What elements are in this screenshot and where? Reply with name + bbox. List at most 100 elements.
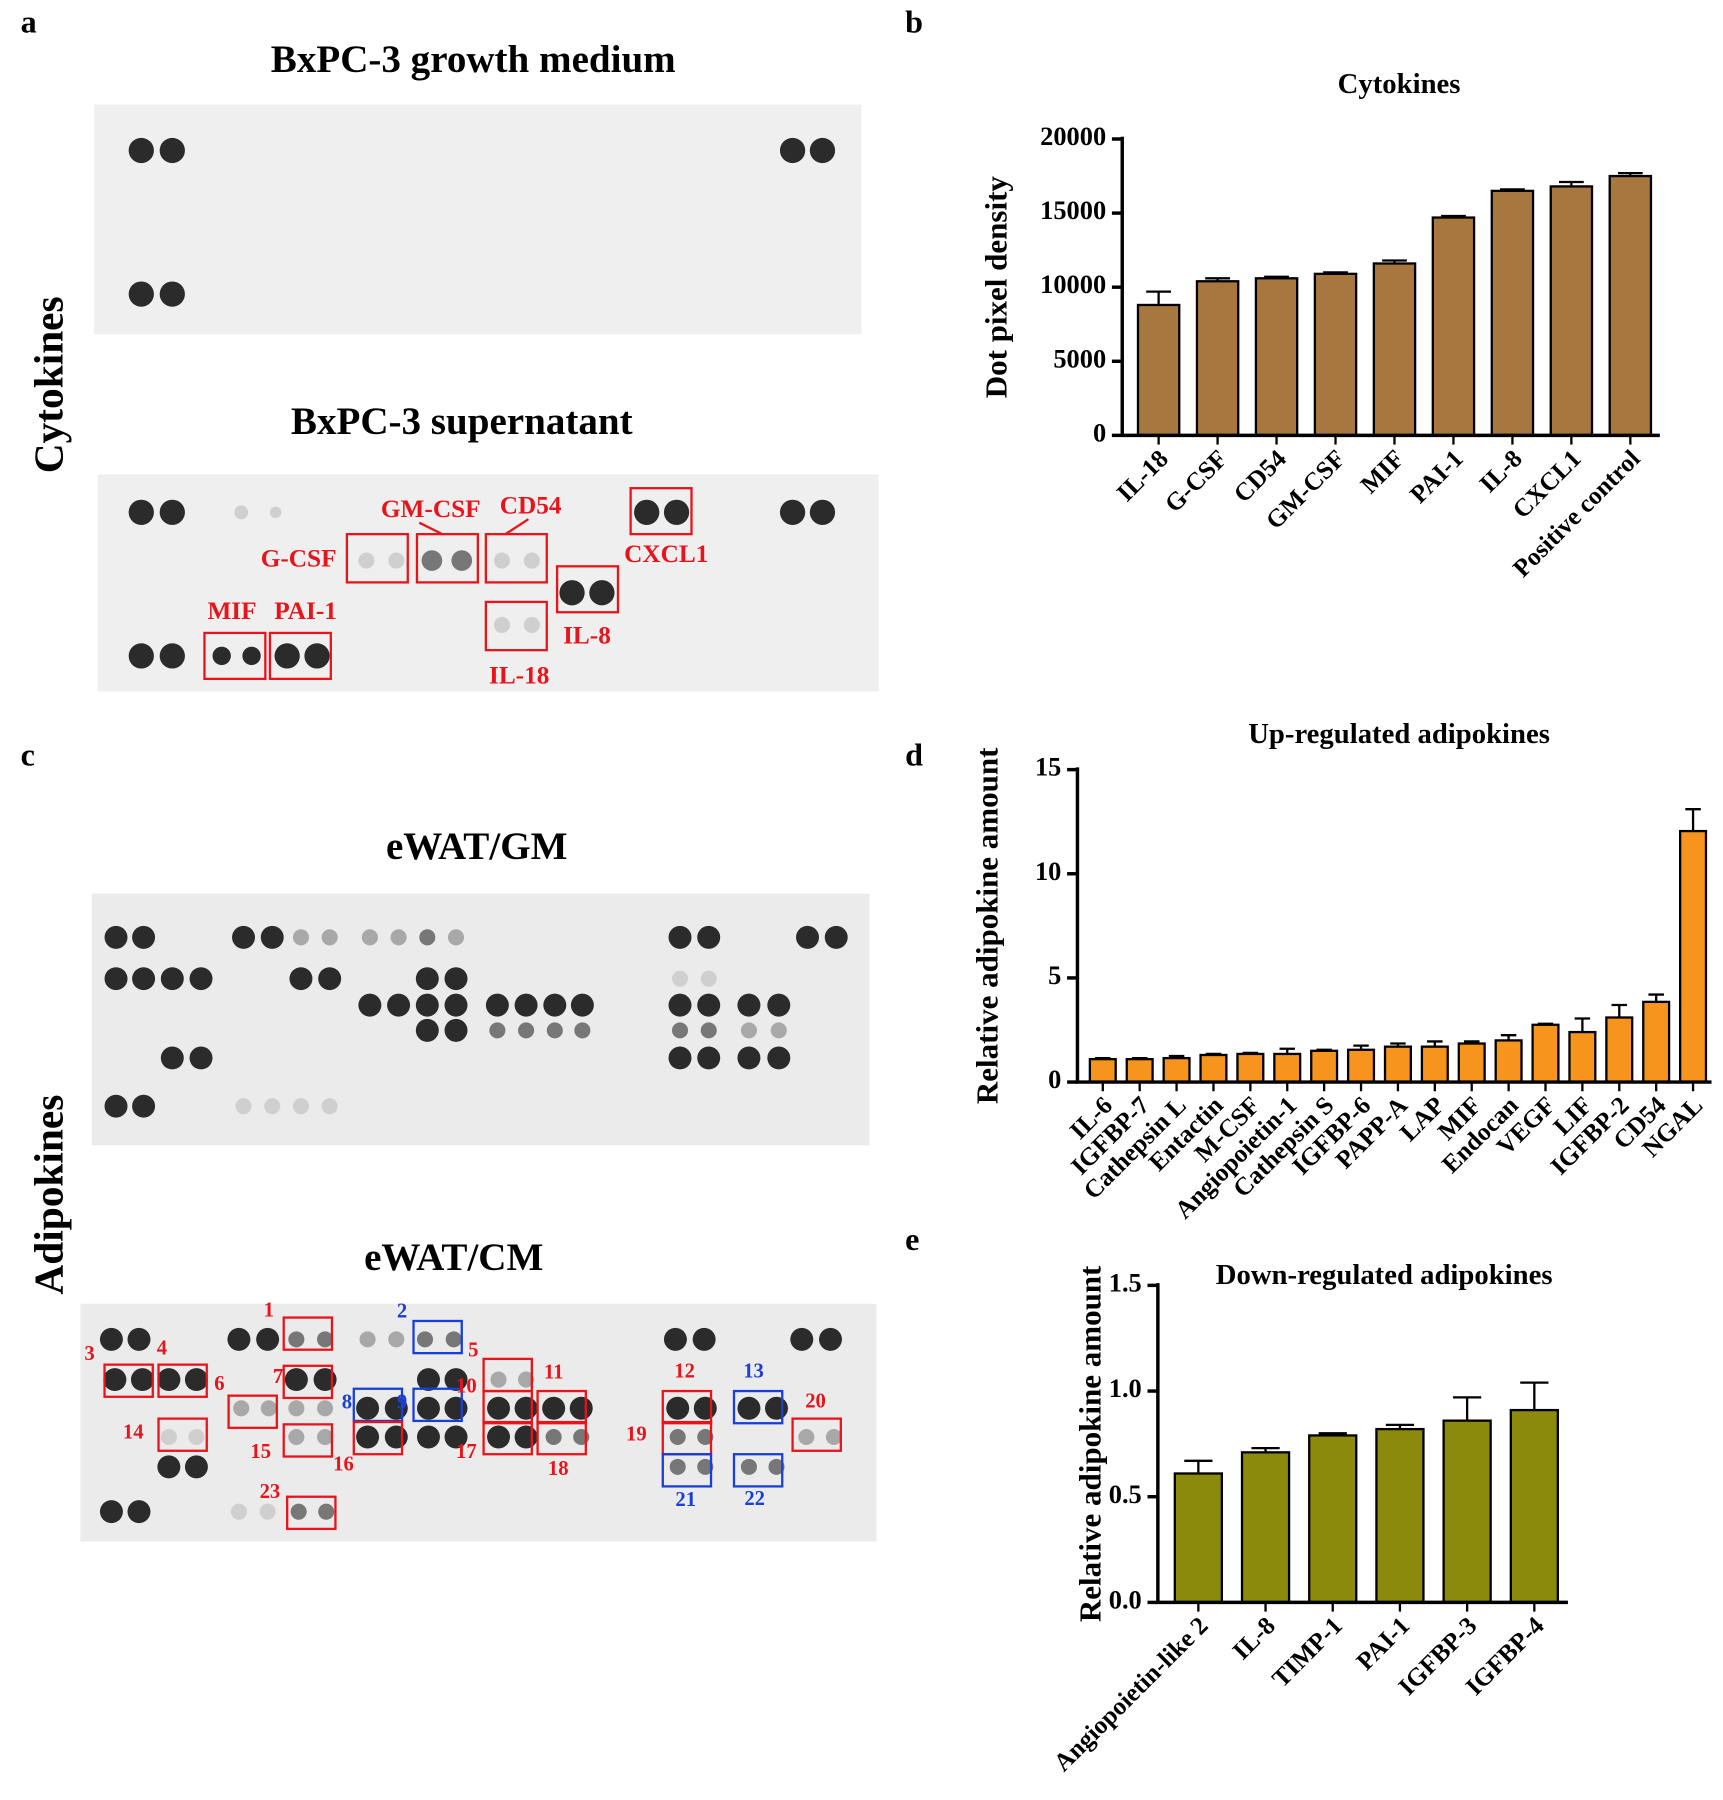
highlight-box	[286, 1495, 337, 1531]
annotation-arrow	[504, 518, 530, 536]
blot-dot	[487, 1425, 511, 1449]
highlight-box	[732, 1389, 784, 1425]
box-number: 22	[744, 1488, 765, 1510]
blot-dot	[159, 499, 185, 525]
blot-dot	[543, 993, 567, 1017]
blot-dot	[671, 1022, 689, 1039]
blot-dot	[358, 993, 382, 1017]
blot-dot	[361, 929, 378, 946]
box-number: 4	[157, 1337, 167, 1359]
highlight-box	[629, 487, 693, 536]
blot-dot	[697, 1046, 721, 1070]
blot-dot	[740, 1458, 757, 1475]
blot-dot	[668, 925, 692, 949]
box-number: 5	[468, 1340, 478, 1362]
blot-dot	[514, 1425, 538, 1449]
blot-dot	[232, 925, 256, 949]
error-bar	[1353, 1044, 1369, 1050]
blot-dot	[514, 1396, 538, 1420]
blot-dot	[313, 1368, 337, 1392]
blot-dot	[132, 967, 156, 991]
blot-dot	[356, 1425, 380, 1449]
highlight-box	[103, 1363, 154, 1398]
box-number: 2	[397, 1301, 407, 1323]
error-bar	[1146, 290, 1172, 305]
y-tick-label: 10000	[1040, 269, 1106, 299]
box-number: 12	[674, 1360, 695, 1382]
highlight-box	[157, 1363, 208, 1398]
blot-dot	[259, 1503, 276, 1520]
bar	[1313, 272, 1358, 437]
blot-dot	[663, 499, 690, 525]
y-tick-label: 20000	[1040, 121, 1106, 151]
box-number: 23	[260, 1481, 281, 1503]
error-bar	[1463, 1040, 1480, 1044]
blot-dot	[444, 1425, 468, 1449]
highlight-box	[484, 533, 548, 584]
bar	[1431, 216, 1476, 437]
error-bar	[1520, 1381, 1549, 1411]
y-tick-label: 15000	[1040, 195, 1106, 225]
error-bar	[1558, 180, 1584, 187]
box-number: 15	[250, 1441, 271, 1463]
error-bar	[1205, 1052, 1222, 1056]
blot-dot	[160, 1046, 184, 1070]
error-bar	[1390, 1042, 1406, 1047]
blot-dot	[542, 1396, 566, 1420]
blot-dot	[444, 993, 468, 1017]
bar	[1442, 1419, 1492, 1604]
blot-annotation: G-CSF	[261, 544, 337, 572]
error-bar	[1574, 1017, 1591, 1033]
blot-dot	[269, 506, 282, 519]
blot-dot	[359, 1331, 376, 1348]
blot-dot	[693, 1396, 717, 1420]
blot-dot	[798, 1428, 815, 1446]
blot-dot	[419, 929, 436, 946]
highlight-box	[484, 600, 548, 652]
blot-dot	[737, 1396, 761, 1420]
blot-dot	[132, 1094, 156, 1118]
y-tick-label: 15	[1035, 752, 1061, 782]
blot-annotation: CXCL1	[624, 540, 708, 568]
blot-dot	[264, 1098, 281, 1115]
blot-dot	[669, 1458, 686, 1475]
blot-dot	[666, 1396, 690, 1420]
blot-dot	[416, 1368, 440, 1392]
blot-dot	[451, 550, 473, 571]
bar	[1420, 1045, 1449, 1084]
blot-dot	[768, 1458, 785, 1475]
blot-dot	[235, 1098, 252, 1115]
blot-dot	[317, 1400, 334, 1417]
blot-dot	[317, 1331, 334, 1348]
y-tick-label: 0	[1048, 1064, 1061, 1094]
box-number: 17	[456, 1441, 477, 1463]
blot-dot	[127, 1500, 151, 1524]
blot-dot	[444, 967, 468, 991]
bar	[1549, 185, 1594, 437]
blot-dot	[737, 1046, 761, 1070]
error-bar	[1453, 1396, 1482, 1421]
blot-dot	[321, 1098, 338, 1115]
y-tick-label: 1.0	[1109, 1373, 1142, 1403]
y-tick-label: 5	[1048, 960, 1061, 990]
blot-dot	[99, 1327, 123, 1351]
box-number: 11	[544, 1362, 564, 1384]
y-axis-label: Relative adipokine amount	[1073, 1265, 1108, 1622]
y-tick-label: 0	[1093, 417, 1106, 447]
box-number: 21	[675, 1489, 696, 1511]
blot-dot	[317, 1428, 334, 1446]
error-bar	[1264, 275, 1289, 279]
blot-dot	[256, 1327, 280, 1351]
error-bar	[1168, 1054, 1185, 1059]
box-number: 8	[342, 1391, 352, 1413]
bar	[1346, 1048, 1376, 1084]
blot-dot	[416, 1425, 440, 1449]
bar	[1608, 174, 1653, 437]
blot-dot	[160, 967, 184, 991]
bar	[1531, 1023, 1560, 1084]
blot-dot	[184, 1455, 208, 1479]
bar	[1125, 1058, 1154, 1084]
blot-title: eWAT/CM	[364, 1236, 543, 1279]
error-bar	[1318, 1432, 1347, 1436]
